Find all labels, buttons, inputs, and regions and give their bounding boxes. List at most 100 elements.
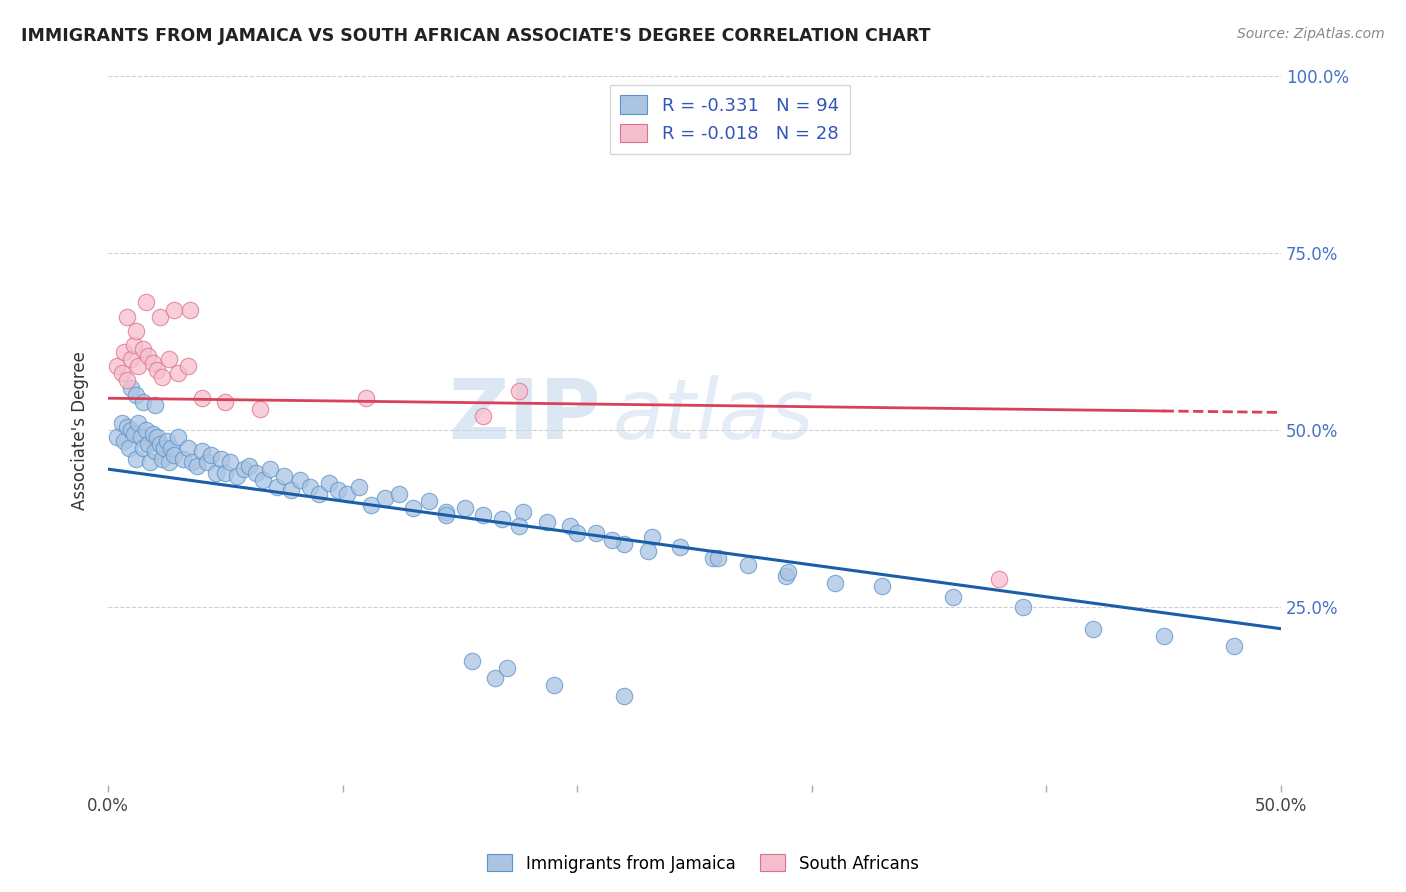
Point bbox=[125, 324, 148, 338]
Point bbox=[536, 516, 558, 530]
Point bbox=[142, 426, 165, 441]
Point bbox=[136, 437, 159, 451]
Point bbox=[191, 391, 214, 405]
Point bbox=[163, 448, 186, 462]
Point bbox=[157, 455, 180, 469]
Point bbox=[122, 338, 145, 352]
Y-axis label: Associate's Degree: Associate's Degree bbox=[72, 351, 89, 509]
Point bbox=[157, 352, 180, 367]
Point bbox=[613, 689, 636, 703]
Legend: R = -0.331   N = 94, R = -0.018   N = 28: R = -0.331 N = 94, R = -0.018 N = 28 bbox=[610, 85, 849, 154]
Text: Source: ZipAtlas.com: Source: ZipAtlas.com bbox=[1237, 27, 1385, 41]
Point bbox=[336, 487, 359, 501]
Point bbox=[1012, 600, 1035, 615]
Point bbox=[418, 494, 440, 508]
Point bbox=[641, 529, 664, 543]
Point bbox=[280, 483, 302, 498]
Point bbox=[495, 661, 517, 675]
Point bbox=[360, 498, 382, 512]
Point bbox=[460, 654, 482, 668]
Point bbox=[132, 342, 155, 356]
Point bbox=[129, 430, 152, 444]
Point bbox=[298, 480, 321, 494]
Point bbox=[181, 455, 204, 469]
Point bbox=[226, 469, 249, 483]
Point bbox=[142, 356, 165, 370]
Point bbox=[111, 416, 134, 430]
Point bbox=[508, 519, 530, 533]
Point bbox=[491, 512, 513, 526]
Point bbox=[941, 590, 963, 604]
Point bbox=[602, 533, 624, 547]
Point bbox=[112, 345, 135, 359]
Point bbox=[308, 487, 330, 501]
Point bbox=[135, 295, 157, 310]
Point bbox=[118, 441, 141, 455]
Point bbox=[149, 437, 172, 451]
Point bbox=[214, 466, 236, 480]
Point bbox=[778, 565, 800, 579]
Point bbox=[156, 434, 179, 448]
Point bbox=[824, 575, 846, 590]
Point bbox=[120, 381, 142, 395]
Point bbox=[146, 430, 169, 444]
Text: atlas: atlas bbox=[613, 376, 814, 457]
Point bbox=[233, 462, 256, 476]
Legend: Immigrants from Jamaica, South Africans: Immigrants from Jamaica, South Africans bbox=[481, 847, 925, 880]
Point bbox=[172, 451, 194, 466]
Point bbox=[167, 430, 190, 444]
Point bbox=[149, 310, 172, 324]
Point bbox=[143, 444, 166, 458]
Point bbox=[1223, 640, 1246, 654]
Point bbox=[266, 480, 288, 494]
Point bbox=[112, 434, 135, 448]
Point bbox=[127, 416, 149, 430]
Point bbox=[209, 451, 232, 466]
Point bbox=[122, 426, 145, 441]
Point bbox=[402, 501, 425, 516]
Point bbox=[115, 310, 138, 324]
Point bbox=[214, 394, 236, 409]
Point bbox=[669, 540, 692, 554]
Point bbox=[105, 430, 128, 444]
Point bbox=[177, 359, 200, 374]
Point bbox=[472, 409, 495, 423]
Point bbox=[707, 550, 730, 565]
Point bbox=[238, 458, 260, 473]
Point bbox=[702, 550, 724, 565]
Point bbox=[132, 394, 155, 409]
Point bbox=[737, 558, 759, 572]
Point bbox=[160, 441, 183, 455]
Point bbox=[560, 519, 582, 533]
Point bbox=[347, 480, 370, 494]
Point bbox=[249, 401, 271, 416]
Point bbox=[388, 487, 411, 501]
Text: ZIP: ZIP bbox=[449, 376, 600, 457]
Point bbox=[179, 302, 201, 317]
Point bbox=[153, 441, 176, 455]
Point bbox=[205, 466, 228, 480]
Point bbox=[150, 451, 173, 466]
Point bbox=[111, 367, 134, 381]
Point bbox=[245, 466, 267, 480]
Point bbox=[290, 473, 312, 487]
Point bbox=[120, 352, 142, 367]
Point bbox=[870, 579, 893, 593]
Point bbox=[508, 384, 530, 398]
Point bbox=[200, 448, 222, 462]
Point bbox=[139, 455, 162, 469]
Point bbox=[115, 374, 138, 388]
Point bbox=[567, 526, 589, 541]
Point bbox=[115, 419, 138, 434]
Point bbox=[273, 469, 295, 483]
Point bbox=[988, 572, 1011, 586]
Point bbox=[259, 462, 281, 476]
Point bbox=[132, 441, 155, 455]
Point bbox=[453, 501, 475, 516]
Text: IMMIGRANTS FROM JAMAICA VS SOUTH AFRICAN ASSOCIATE'S DEGREE CORRELATION CHART: IMMIGRANTS FROM JAMAICA VS SOUTH AFRICAN… bbox=[21, 27, 931, 45]
Point bbox=[177, 441, 200, 455]
Point bbox=[484, 672, 506, 686]
Point bbox=[195, 455, 218, 469]
Point bbox=[585, 526, 607, 541]
Point bbox=[127, 359, 149, 374]
